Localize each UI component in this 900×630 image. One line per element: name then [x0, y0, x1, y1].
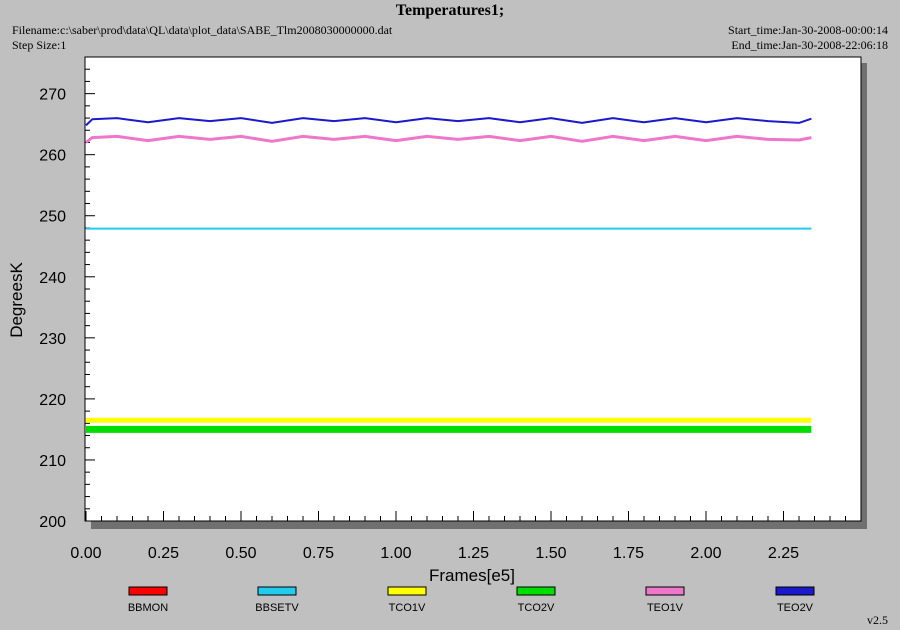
- y-tick-label: 230: [39, 331, 66, 348]
- x-tick-label: 2.00: [690, 545, 721, 562]
- step-size-text: Step Size:1: [12, 38, 67, 52]
- legend-label-tco2v: TCO2V: [518, 602, 555, 614]
- y-tick-label: 260: [39, 148, 66, 165]
- x-tick-label: 0.00: [70, 545, 101, 562]
- legend-swatch-tco1v: [387, 586, 427, 596]
- x-tick-label: 1.50: [535, 545, 566, 562]
- x-tick-label: 1.00: [380, 545, 411, 562]
- x-tick-label: 0.75: [303, 545, 334, 562]
- y-tick-label: 210: [39, 453, 66, 470]
- series-group: [85, 117, 812, 433]
- end-time-text: End_time:Jan-30-2008-22:06:18: [731, 38, 888, 52]
- start-time-text: Start_time:Jan-30-2008-00:00:14: [728, 23, 888, 37]
- y-tick-label: 220: [39, 392, 66, 409]
- x-tick-label: 1.25: [458, 545, 489, 562]
- filename-text: Filename:c:\saber\prod\data\QL\data\plot…: [12, 23, 393, 37]
- chart-title: Temperatures1;: [395, 2, 505, 19]
- legend-swatch-bbsetv: [257, 586, 297, 596]
- legend: BBMON BBSETV TCO1V TCO2V TEO1V TEO2V: [128, 586, 815, 614]
- y-axis-label: DegreesK: [7, 262, 26, 338]
- plot-area: [84, 56, 862, 522]
- x-axis-label: Frames[e5]: [429, 566, 515, 585]
- legend-label-teo1v: TEO1V: [647, 602, 684, 614]
- legend-label-tco1v: TCO1V: [389, 602, 426, 614]
- y-tick-label: 250: [39, 209, 66, 226]
- series-line-teo2v: [85, 117, 812, 127]
- x-tick-label: 2.25: [768, 545, 799, 562]
- legend-swatch-tco2v: [516, 586, 556, 596]
- legend-label-bbsetv: BBSETV: [255, 602, 299, 614]
- y-tick-label: 200: [39, 514, 66, 531]
- x-tick-label: 0.50: [225, 545, 256, 562]
- series-line-teo1v: [85, 134, 812, 144]
- legend-swatch-bbmon: [128, 586, 168, 596]
- legend-label-teo2v: TEO2V: [777, 602, 814, 614]
- version-text: v2.5: [867, 613, 888, 627]
- legend-swatch-teo2v: [775, 586, 815, 596]
- y-tick-label: 270: [39, 87, 66, 104]
- legend-swatch-teo1v: [645, 586, 685, 596]
- y-tick-label: 240: [39, 270, 66, 287]
- x-tick-label: 0.25: [148, 545, 179, 562]
- x-tick-label: 1.75: [613, 545, 644, 562]
- tick-labels: 200 210 220 230 240 250 260 270 0.00 0.25 0.50 0.75…: [39, 87, 799, 562]
- legend-label-bbmon: BBMON: [128, 602, 168, 614]
